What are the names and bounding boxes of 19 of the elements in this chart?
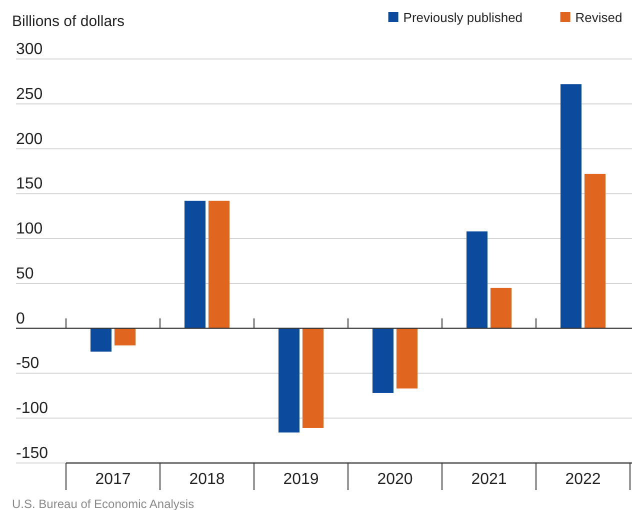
x-tick-label: 2020 [377, 471, 413, 488]
y-tick-label: -50 [16, 355, 40, 372]
y-tick-label: 250 [16, 86, 43, 103]
x-tick-label: 2022 [565, 471, 601, 488]
y-tick-label: 200 [16, 130, 43, 148]
x-tick-label: 2018 [189, 471, 225, 488]
y-tick-label: 100 [16, 220, 43, 238]
x-tick-label: 2019 [283, 471, 319, 488]
y-tick-label: 0 [16, 310, 25, 328]
y-tick-label: -150 [16, 445, 48, 462]
y-tick-label: 300 [16, 41, 43, 58]
x-tick-label: 2021 [471, 471, 507, 488]
legend-label: Revised [575, 10, 622, 25]
legend-label: Previously published [403, 10, 523, 25]
x-tick-label: 2017 [95, 471, 131, 488]
y-tick-label: 150 [16, 176, 43, 193]
y-tick-label: -100 [16, 400, 48, 418]
y-tick-label: 50 [16, 265, 34, 282]
y-axis-title: Billions of dollars [12, 13, 125, 30]
